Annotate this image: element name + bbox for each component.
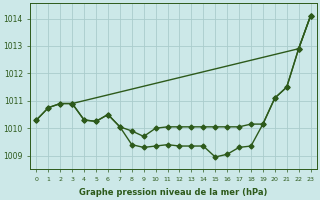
X-axis label: Graphe pression niveau de la mer (hPa): Graphe pression niveau de la mer (hPa) xyxy=(79,188,268,197)
